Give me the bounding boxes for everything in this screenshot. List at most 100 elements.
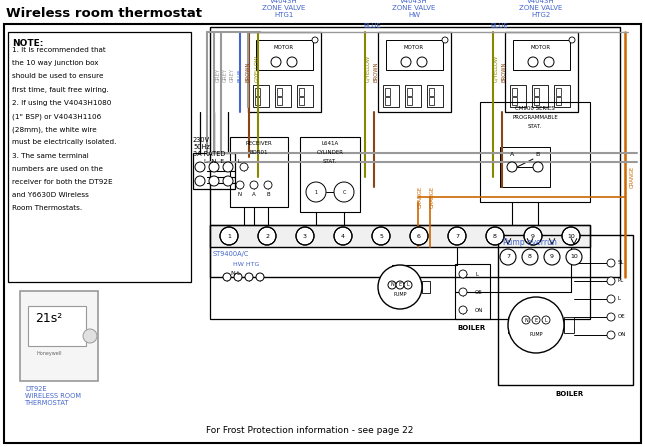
Text: 10: 10 bbox=[567, 233, 575, 239]
Bar bbox=[255, 97, 260, 105]
Bar bbox=[275, 85, 291, 107]
Text: N-L: N-L bbox=[230, 271, 241, 276]
Circle shape bbox=[544, 57, 554, 67]
Bar bbox=[532, 85, 548, 107]
Text: 1: 1 bbox=[227, 233, 231, 239]
Bar bbox=[534, 88, 539, 96]
Text: STAT.: STAT. bbox=[323, 159, 337, 164]
Text: BLUE: BLUE bbox=[490, 23, 508, 29]
Bar bbox=[480, 102, 590, 202]
Circle shape bbox=[507, 162, 517, 172]
Circle shape bbox=[522, 249, 538, 265]
Text: ORANGE: ORANGE bbox=[630, 166, 635, 188]
Circle shape bbox=[223, 176, 233, 186]
Text: ORANGE: ORANGE bbox=[430, 186, 435, 208]
Circle shape bbox=[287, 57, 297, 67]
Bar bbox=[210, 225, 590, 319]
Circle shape bbox=[532, 316, 540, 324]
Bar bbox=[385, 88, 390, 96]
Circle shape bbox=[486, 227, 504, 245]
Text: Pump overrun: Pump overrun bbox=[503, 238, 557, 247]
Bar bbox=[299, 97, 304, 105]
Text: N: N bbox=[390, 283, 394, 287]
Bar bbox=[386, 40, 443, 70]
Text: B: B bbox=[266, 193, 270, 198]
Bar bbox=[385, 97, 390, 105]
Text: L: L bbox=[238, 159, 241, 164]
Circle shape bbox=[442, 37, 448, 43]
Bar bbox=[378, 281, 386, 293]
Text: Room Thermostats.: Room Thermostats. bbox=[12, 206, 82, 211]
Text: L: L bbox=[406, 283, 410, 287]
Bar bbox=[255, 88, 260, 96]
Bar bbox=[429, 97, 434, 105]
Circle shape bbox=[404, 281, 412, 289]
Bar bbox=[193, 153, 235, 189]
Circle shape bbox=[528, 57, 538, 67]
Circle shape bbox=[234, 273, 242, 281]
Circle shape bbox=[459, 288, 467, 296]
Circle shape bbox=[508, 297, 564, 353]
Text: BROWN: BROWN bbox=[373, 62, 379, 82]
Circle shape bbox=[245, 273, 253, 281]
Text: G/YELLOW: G/YELLOW bbox=[255, 55, 259, 82]
Bar bbox=[427, 85, 443, 107]
Text: PUMP: PUMP bbox=[530, 333, 542, 337]
Text: CM900 SERIES: CM900 SERIES bbox=[515, 106, 555, 111]
Circle shape bbox=[607, 259, 615, 267]
Bar bbox=[554, 85, 570, 107]
Circle shape bbox=[236, 181, 244, 189]
Bar bbox=[8, 32, 191, 282]
Circle shape bbox=[223, 273, 231, 281]
Bar bbox=[383, 85, 399, 107]
Text: RECEIVER: RECEIVER bbox=[246, 141, 272, 146]
Circle shape bbox=[334, 227, 352, 245]
Circle shape bbox=[396, 281, 404, 289]
Text: should be used to ensure: should be used to ensure bbox=[12, 73, 103, 80]
Circle shape bbox=[544, 249, 560, 265]
Text: C: C bbox=[342, 190, 346, 194]
Text: first time, fault free wiring.: first time, fault free wiring. bbox=[12, 87, 109, 93]
Text: (28mm), the white wire: (28mm), the white wire bbox=[12, 126, 97, 133]
Circle shape bbox=[209, 162, 219, 172]
Bar bbox=[498, 235, 633, 385]
Bar bbox=[28, 306, 86, 346]
Circle shape bbox=[410, 227, 428, 245]
Circle shape bbox=[258, 227, 276, 245]
Text: L: L bbox=[618, 296, 621, 301]
Text: DT92E
WIRELESS ROOM
THERMOSTAT: DT92E WIRELESS ROOM THERMOSTAT bbox=[25, 386, 81, 406]
Text: 10: 10 bbox=[570, 254, 578, 260]
Bar bbox=[277, 88, 282, 96]
Text: V4043H
ZONE VALVE
HTG1: V4043H ZONE VALVE HTG1 bbox=[263, 0, 306, 18]
Circle shape bbox=[607, 277, 615, 285]
Circle shape bbox=[195, 176, 205, 186]
Bar bbox=[210, 225, 590, 247]
Bar bbox=[513, 40, 570, 70]
Text: BLUE: BLUE bbox=[237, 69, 243, 82]
Circle shape bbox=[533, 162, 543, 172]
Text: 7: 7 bbox=[506, 254, 510, 260]
Text: ON: ON bbox=[618, 333, 626, 337]
Text: V4043H
ZONE VALVE
HW: V4043H ZONE VALVE HW bbox=[392, 0, 435, 18]
Text: 2. If using the V4043H1080: 2. If using the V4043H1080 bbox=[12, 100, 112, 106]
Text: E: E bbox=[535, 317, 537, 322]
Circle shape bbox=[195, 162, 205, 172]
Bar bbox=[210, 27, 620, 277]
Bar bbox=[405, 85, 421, 107]
Bar bbox=[534, 97, 539, 105]
Text: PL: PL bbox=[618, 278, 624, 283]
Text: MOTOR: MOTOR bbox=[404, 45, 424, 50]
Text: E: E bbox=[399, 283, 402, 287]
Text: numbers are used on the: numbers are used on the bbox=[12, 166, 103, 172]
Text: BOILER: BOILER bbox=[458, 325, 486, 331]
Text: ON: ON bbox=[475, 308, 483, 312]
Bar bbox=[508, 317, 518, 333]
Text: Honeywell: Honeywell bbox=[36, 350, 62, 355]
Text: SL: SL bbox=[618, 261, 624, 266]
Circle shape bbox=[223, 162, 233, 172]
Circle shape bbox=[401, 57, 411, 67]
Circle shape bbox=[306, 182, 326, 202]
Text: 8: 8 bbox=[493, 233, 497, 239]
Bar bbox=[422, 281, 430, 293]
Text: the 10 way junction box: the 10 way junction box bbox=[12, 60, 99, 66]
